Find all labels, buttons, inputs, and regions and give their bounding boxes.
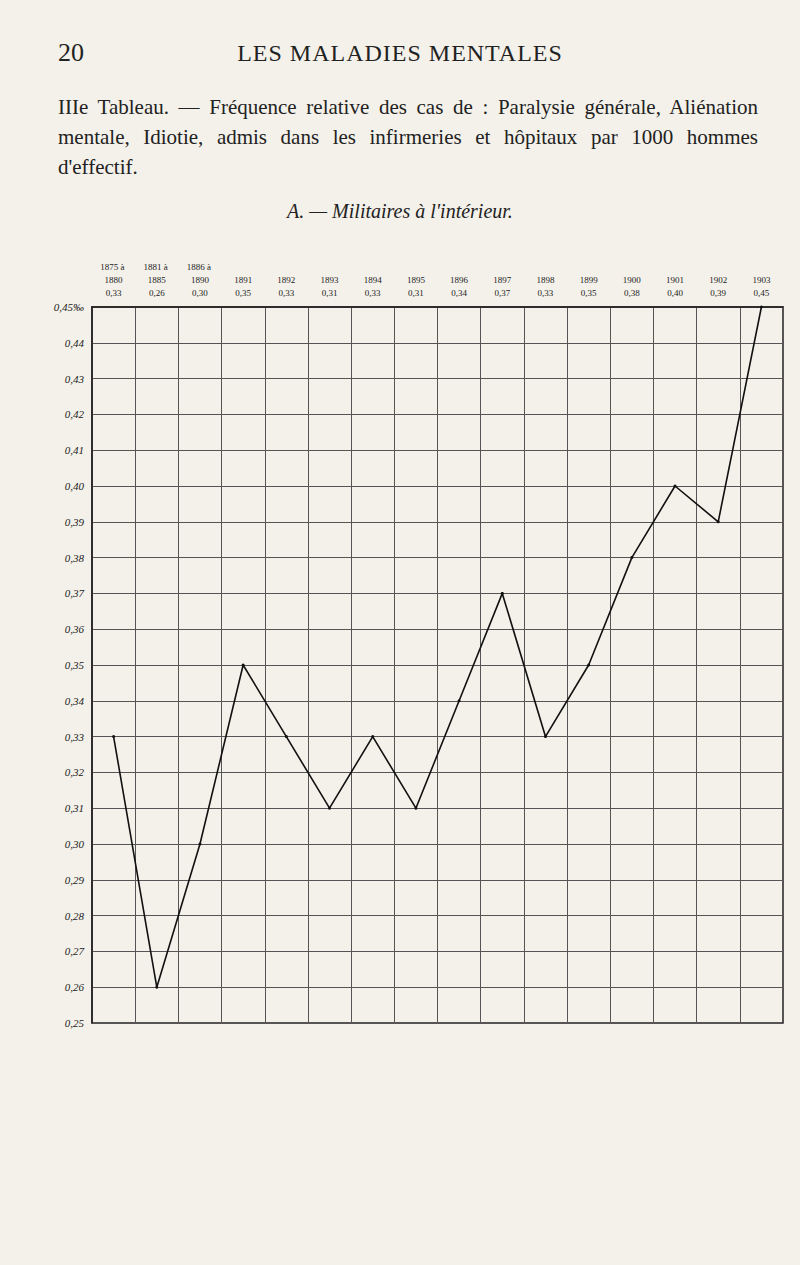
svg-text:1893: 1893 <box>321 275 340 285</box>
svg-text:0,44: 0,44 <box>65 337 85 349</box>
svg-text:0,43: 0,43 <box>65 373 85 385</box>
svg-text:0,26: 0,26 <box>149 288 165 298</box>
svg-text:0,31: 0,31 <box>322 288 338 298</box>
svg-text:0,35: 0,35 <box>235 288 251 298</box>
svg-text:1880: 1880 <box>105 275 124 285</box>
svg-text:0,32: 0,32 <box>65 766 85 778</box>
svg-text:0,27: 0,27 <box>65 945 85 957</box>
svg-text:0,37: 0,37 <box>494 288 510 298</box>
html-text:LES MALADIES MENTALES: LES MALADIES MENTALES <box>237 40 563 66</box>
svg-text:0,30: 0,30 <box>65 838 85 850</box>
svg-text:0,40: 0,40 <box>667 288 683 298</box>
svg-text:1881 à: 1881 à <box>144 262 171 272</box>
svg-text:1896: 1896 <box>450 275 469 285</box>
svg-text:0,35: 0,35 <box>581 288 597 298</box>
svg-text:1875 à: 1875 à <box>100 262 127 272</box>
svg-text:1891: 1891 <box>234 275 252 285</box>
svg-text:0,29: 0,29 <box>65 874 85 886</box>
html-text:A. — Militaires à l'intérieur.: A. — Militaires à l'intérieur. <box>287 200 513 222</box>
svg-text:1903: 1903 <box>752 275 771 285</box>
svg-text:0,41: 0,41 <box>65 444 84 456</box>
svg-text:0,30: 0,30 <box>192 288 208 298</box>
svg-text:0,31: 0,31 <box>408 288 424 298</box>
svg-text:0,34: 0,34 <box>65 695 85 707</box>
svg-text:1900: 1900 <box>623 275 642 285</box>
svg-text:0,31: 0,31 <box>65 802 84 814</box>
svg-text:1902: 1902 <box>709 275 727 285</box>
svg-text:1897: 1897 <box>493 275 512 285</box>
svg-text:1895: 1895 <box>407 275 426 285</box>
svg-text:0,33: 0,33 <box>365 288 381 298</box>
svg-text:0,37: 0,37 <box>65 587 85 599</box>
svg-text:0,25: 0,25 <box>65 1017 85 1029</box>
svg-text:0,33: 0,33 <box>106 288 122 298</box>
svg-text:0,38: 0,38 <box>65 552 85 564</box>
svg-text:1890: 1890 <box>191 275 210 285</box>
svg-text:1885: 1885 <box>148 275 167 285</box>
svg-text:0,39: 0,39 <box>65 516 85 528</box>
svg-text:1898: 1898 <box>536 275 555 285</box>
svg-text:1899: 1899 <box>580 275 599 285</box>
svg-text:0,45‰: 0,45‰ <box>54 301 84 313</box>
svg-text:1892: 1892 <box>277 275 295 285</box>
svg-text:0,36: 0,36 <box>65 623 85 635</box>
svg-text:1894: 1894 <box>364 275 383 285</box>
svg-text:0,38: 0,38 <box>624 288 640 298</box>
svg-text:0,40: 0,40 <box>65 480 85 492</box>
svg-text:1901: 1901 <box>666 275 684 285</box>
svg-text:1886 à: 1886 à <box>187 262 214 272</box>
svg-text:0,42: 0,42 <box>65 408 85 420</box>
svg-text:0,33: 0,33 <box>538 288 554 298</box>
svg-text:0,45: 0,45 <box>754 288 770 298</box>
html-text:IIIe Tableau. — Fréquence rela: IIIe Tableau. — Fréquence relative des c… <box>58 95 758 179</box>
svg-text:0,34: 0,34 <box>451 288 467 298</box>
svg-text:0,35: 0,35 <box>65 659 85 671</box>
svg-text:0,33: 0,33 <box>278 288 294 298</box>
svg-text:0,26: 0,26 <box>65 981 85 993</box>
svg-text:0,28: 0,28 <box>65 910 85 922</box>
svg-text:0,39: 0,39 <box>710 288 726 298</box>
html-text:20: 20 <box>58 38 84 67</box>
svg-text:0,33: 0,33 <box>65 731 85 743</box>
